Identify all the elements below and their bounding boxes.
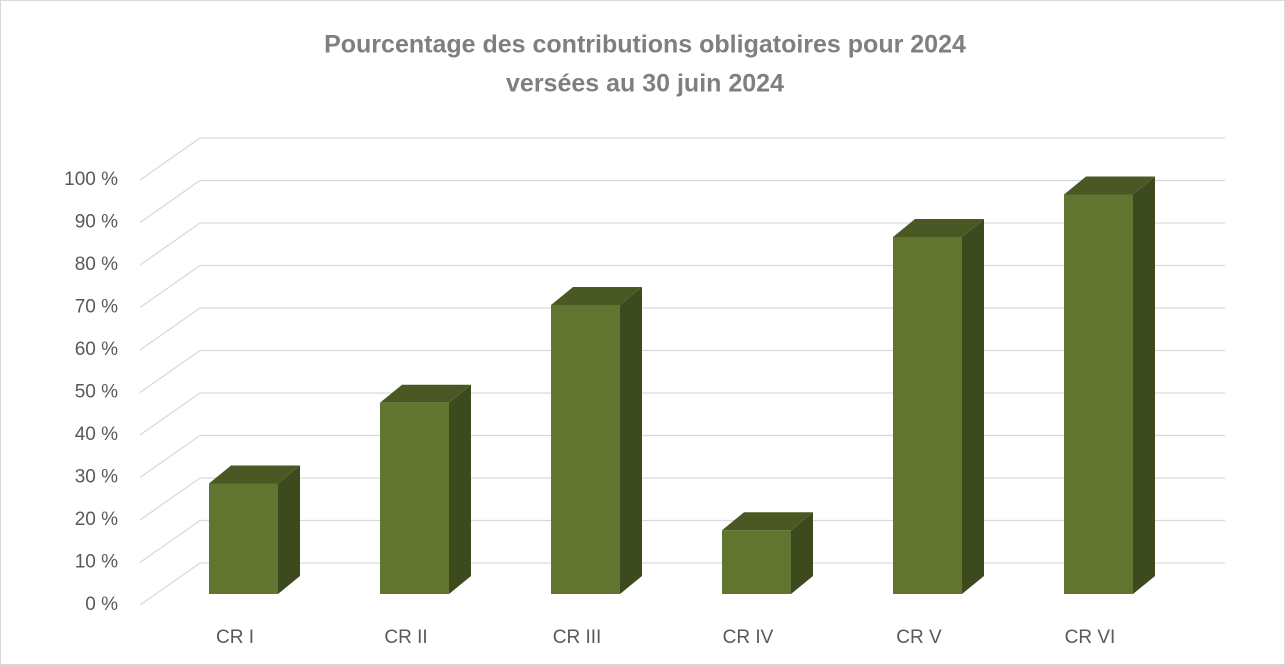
bar-top (1064, 176, 1155, 195)
bar-front (722, 530, 791, 594)
bar-top (380, 384, 471, 403)
y-tick-label: 60 % (75, 339, 118, 360)
y-tick-label: 20 % (75, 509, 118, 530)
y-tick-label: 90 % (75, 212, 118, 233)
bar-top (551, 287, 642, 305)
grid-line (139, 562, 201, 606)
y-tick-label: 50 % (75, 382, 118, 403)
bar-side (1133, 176, 1155, 594)
bar-top (209, 465, 300, 484)
bar (1064, 176, 1155, 594)
y-tick-label: 100 % (64, 169, 118, 190)
grid-line (139, 137, 201, 181)
bar (209, 465, 300, 594)
grid-line (139, 179, 201, 224)
x-tick-label: CR IV (723, 627, 774, 648)
grid-line (139, 307, 201, 351)
bar (380, 384, 471, 594)
chart-title: versées au 30 juin 2024 (506, 70, 784, 98)
y-tick-label: 40 % (75, 424, 118, 445)
grid-line (139, 222, 201, 266)
bar (551, 287, 642, 594)
x-tick-label: CR II (384, 627, 427, 648)
grid-line (139, 477, 201, 521)
grid-line (139, 392, 201, 436)
bar-front (1064, 194, 1133, 594)
x-tick-label: CR VI (1065, 627, 1116, 648)
y-tick-label: 0 % (85, 594, 118, 615)
x-tick-label: CR I (216, 627, 254, 648)
bar-front (893, 237, 962, 594)
bar-side (278, 465, 300, 594)
bar-side (791, 512, 813, 594)
grid-line (139, 264, 201, 309)
grid-line (139, 434, 201, 479)
y-tick-label: 10 % (75, 552, 118, 573)
x-tick-label: CR III (553, 627, 602, 648)
bar (893, 219, 984, 594)
x-tick-label: CR V (896, 627, 942, 648)
bar-top (722, 512, 813, 531)
bar-side (962, 219, 984, 594)
grid-line (139, 519, 201, 564)
y-tick-label: 30 % (75, 467, 118, 488)
chart-title: Pourcentage des contributions obligatoir… (324, 31, 966, 59)
bar-front (380, 402, 449, 594)
bar-side (449, 384, 471, 594)
bar-top (893, 219, 984, 237)
bar-front (551, 305, 620, 594)
bar (722, 512, 813, 594)
bar-front (209, 483, 278, 594)
y-tick-label: 80 % (75, 254, 118, 275)
y-tick-label: 70 % (75, 297, 118, 318)
bar-side (620, 287, 642, 594)
grid-line (139, 349, 201, 394)
